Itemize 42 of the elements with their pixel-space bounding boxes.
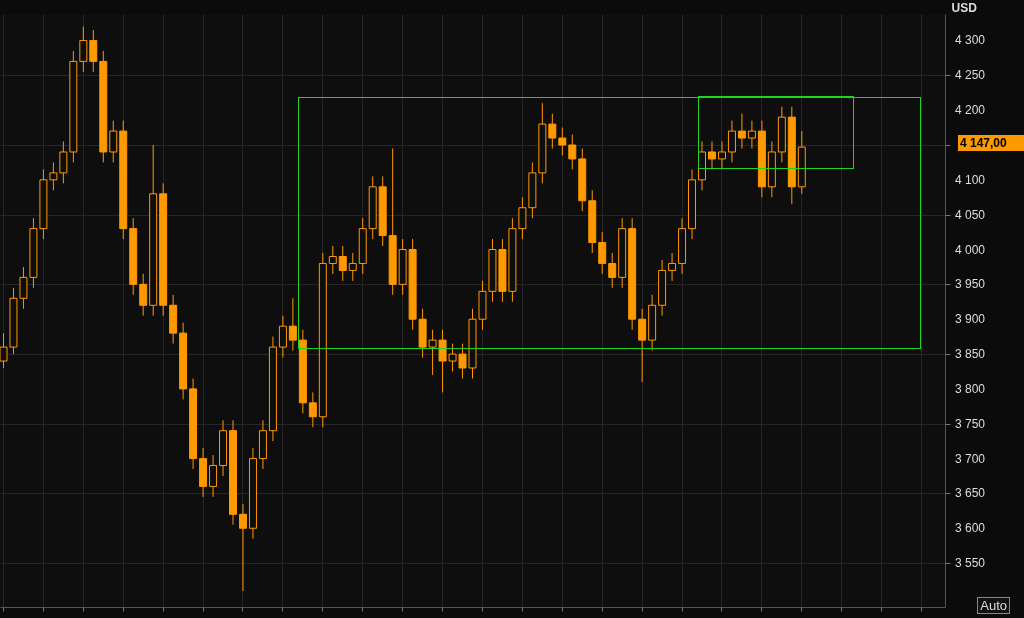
y-tick-label: 4 200 [955, 103, 986, 118]
y-tick-label: 3 550 [955, 556, 986, 571]
candlestick [668, 252, 677, 282]
y-axis-title: USD [951, 0, 978, 15]
y-tick-label: 3 600 [955, 521, 986, 536]
candlestick [717, 141, 726, 170]
y-tick-label: 3 750 [955, 416, 986, 431]
candlestick [79, 26, 88, 73]
text: Auto [977, 597, 1010, 614]
candlestick [747, 120, 756, 149]
candlestick [638, 308, 647, 383]
y-tick-label: 4 050 [955, 207, 986, 222]
candlestick [89, 29, 98, 73]
y-tick-label: 4 250 [955, 68, 986, 83]
candlestick [598, 231, 607, 275]
y-tick-label: 3 700 [955, 451, 986, 466]
candlestick [109, 120, 118, 163]
candlestick [727, 120, 736, 163]
candlestick [608, 252, 617, 289]
candlestick [708, 141, 716, 170]
candlestick [548, 113, 557, 149]
candlestick [238, 503, 247, 592]
y-tick-label: 3 900 [955, 312, 986, 327]
y-tick-label: 4 300 [955, 33, 986, 48]
candlestick [348, 252, 357, 282]
candlestick [209, 454, 218, 498]
candlestick [338, 245, 347, 282]
y-tick-label: 4 000 [955, 242, 986, 257]
y-tick-label: 4 100 [955, 172, 986, 187]
y-tick-label: 3 650 [955, 486, 986, 501]
y-tick-label: 3 950 [955, 277, 986, 292]
y-tick-label: 3 850 [955, 347, 986, 362]
candlestick [558, 127, 567, 156]
candlestick [568, 134, 577, 170]
text: 4 147,00 [958, 135, 1024, 151]
candlestick [308, 391, 317, 428]
candlestick [737, 113, 746, 149]
candlestick [288, 297, 297, 352]
y-tick-label: 3 800 [955, 381, 986, 396]
candlestick [278, 315, 287, 359]
candlestick [139, 273, 148, 317]
candlestick [328, 245, 337, 275]
